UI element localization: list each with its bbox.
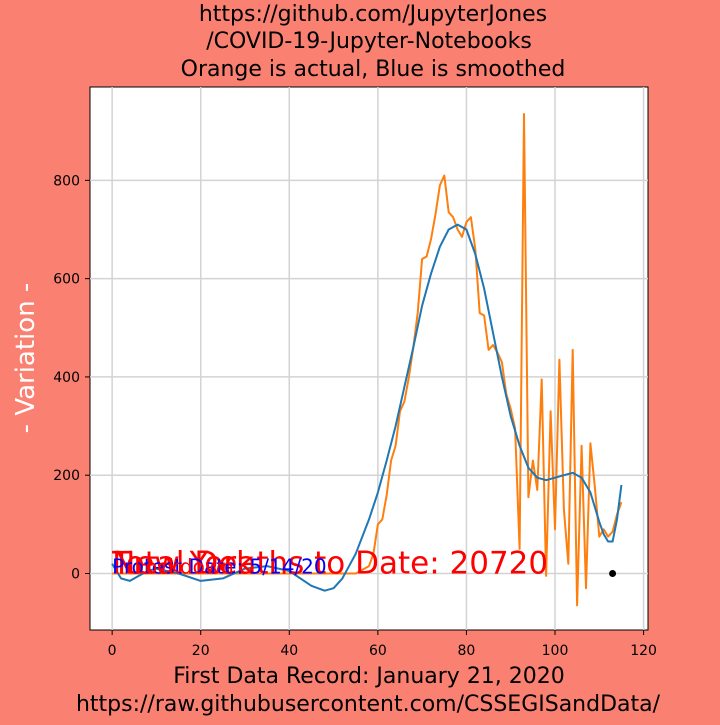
marker-point (609, 569, 617, 577)
x-tick-label: 80 (458, 643, 476, 659)
x-tick-label: 120 (630, 643, 657, 659)
chart-annotation: Lockdown (134, 554, 234, 578)
x-tick-label: 100 (542, 643, 569, 659)
chart-annotation: Total Deaths to Date: 20720 (111, 545, 548, 581)
chart-title-line-1: https://github.com/JupyterJones (199, 2, 547, 27)
x-tick-label: 60 (369, 643, 387, 659)
x-tick-label: 40 (280, 643, 298, 659)
y-tick-label: 0 (71, 566, 80, 582)
y-axis-label: - Variation - (11, 283, 41, 434)
x-axis-label-line-2: https://raw.githubusercontent.com/CSSEGI… (76, 692, 661, 717)
axis-ticks: 0 20 40 60 80 100 120 0 200 400 600 800 (53, 173, 657, 659)
y-tick-label: 200 (53, 468, 80, 484)
y-tick-label: 800 (53, 173, 80, 189)
chart-title-block: https://github.com/JupyterJones /COVID-1… (181, 2, 566, 82)
grid-lines (90, 87, 648, 630)
chart-title-line-3: Orange is actual, Blue is smoothed (181, 57, 566, 82)
series-lines (111, 113, 623, 607)
chart-annotation: New York (112, 545, 254, 581)
y-tick-label: 600 (53, 272, 80, 288)
series-line-actual (112, 113, 623, 607)
chart-title-line-2: /COVID-19-Jupyter-Notebooks (206, 29, 532, 54)
x-axis-label-line-1: First Data Record: January 21, 2020 (173, 664, 565, 689)
y-tick-label: 400 (53, 370, 80, 386)
series-line-smoothed (111, 223, 623, 592)
x-tick-label: 0 (108, 643, 117, 659)
x-tick-label: 20 (192, 643, 210, 659)
chart-annotation: Protest Date: 5/14/20 (112, 554, 327, 578)
